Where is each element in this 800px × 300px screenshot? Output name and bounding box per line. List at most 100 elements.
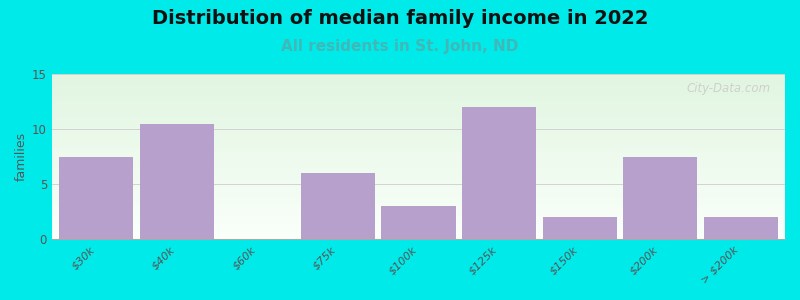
Bar — [52, 102, 785, 103]
Bar — [52, 194, 785, 195]
Bar — [52, 114, 785, 115]
Bar — [52, 188, 785, 189]
Bar — [52, 89, 785, 90]
Bar — [52, 80, 785, 81]
Bar — [52, 132, 785, 133]
Bar — [52, 183, 785, 184]
Bar — [52, 167, 785, 168]
Bar — [52, 123, 785, 124]
Bar — [52, 187, 785, 188]
Bar — [52, 168, 785, 169]
Bar — [52, 139, 785, 140]
Bar — [52, 101, 785, 102]
Bar — [52, 120, 785, 121]
Bar — [52, 113, 785, 114]
Bar — [52, 198, 785, 199]
Bar — [52, 92, 785, 93]
Bar — [52, 191, 785, 192]
Bar — [52, 238, 785, 239]
Bar — [52, 131, 785, 132]
Bar — [52, 77, 785, 78]
Bar — [52, 151, 785, 152]
Bar — [52, 193, 785, 194]
Bar — [382, 206, 455, 239]
Bar — [52, 158, 785, 159]
Bar — [52, 215, 785, 216]
Bar — [52, 210, 785, 211]
Bar — [52, 223, 785, 224]
Bar — [52, 176, 785, 177]
Bar — [52, 232, 785, 233]
Bar — [52, 202, 785, 203]
Bar — [52, 165, 785, 166]
Bar — [52, 182, 785, 183]
Bar — [52, 205, 785, 206]
Bar — [52, 88, 785, 89]
Bar — [52, 94, 785, 95]
Bar — [52, 184, 785, 185]
Bar — [52, 111, 785, 112]
Bar — [52, 189, 785, 190]
Bar — [52, 97, 785, 98]
Bar — [52, 227, 785, 228]
Bar — [52, 229, 785, 230]
Bar — [52, 129, 785, 130]
Y-axis label: families: families — [15, 132, 28, 181]
Bar — [52, 133, 785, 134]
Bar — [52, 178, 785, 179]
Bar — [52, 99, 785, 100]
Bar — [52, 127, 785, 128]
Bar — [52, 222, 785, 223]
Bar — [140, 124, 214, 239]
Bar — [52, 141, 785, 142]
Bar — [52, 74, 785, 75]
Bar — [52, 179, 785, 180]
Bar — [52, 110, 785, 111]
Text: All residents in St. John, ND: All residents in St. John, ND — [282, 39, 518, 54]
Bar — [52, 199, 785, 200]
Bar — [52, 85, 785, 86]
Bar — [52, 157, 785, 158]
Bar — [52, 195, 785, 196]
Bar — [52, 219, 785, 220]
Bar — [52, 220, 785, 221]
Bar — [52, 221, 785, 222]
Bar — [52, 79, 785, 80]
Bar — [52, 124, 785, 125]
Bar — [59, 157, 134, 239]
Bar — [301, 173, 375, 239]
Bar — [52, 140, 785, 141]
Bar — [52, 154, 785, 155]
Bar — [52, 109, 785, 110]
Bar — [52, 204, 785, 205]
Bar — [52, 208, 785, 209]
Bar — [52, 75, 785, 76]
Bar — [52, 162, 785, 163]
Bar — [52, 173, 785, 174]
Bar — [52, 100, 785, 101]
Bar — [52, 136, 785, 137]
Bar — [52, 108, 785, 109]
Bar — [52, 155, 785, 156]
Bar — [52, 143, 785, 144]
Bar — [52, 177, 785, 178]
Bar — [52, 235, 785, 236]
Bar — [52, 138, 785, 139]
Bar — [52, 81, 785, 82]
Bar — [52, 105, 785, 106]
Bar — [52, 148, 785, 149]
Bar — [52, 142, 785, 143]
Bar — [52, 152, 785, 153]
Bar — [52, 130, 785, 131]
Bar — [52, 211, 785, 212]
Bar — [704, 217, 778, 239]
Bar — [52, 82, 785, 83]
Bar — [52, 115, 785, 116]
Bar — [52, 103, 785, 104]
Bar — [52, 86, 785, 87]
Bar — [52, 93, 785, 94]
Bar — [52, 190, 785, 191]
Bar — [52, 156, 785, 157]
Bar — [52, 212, 785, 213]
Bar — [52, 214, 785, 215]
